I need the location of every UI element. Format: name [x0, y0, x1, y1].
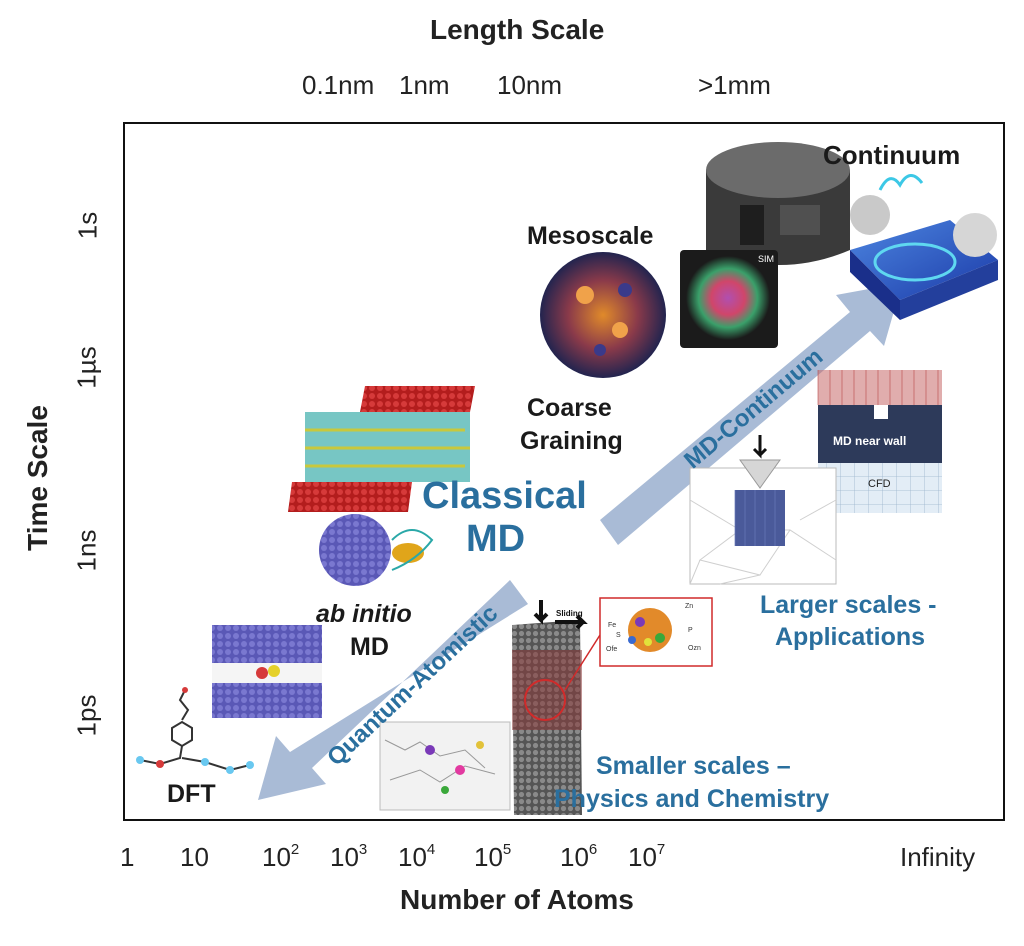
top-tick: 0.1nm — [302, 70, 375, 100]
ofe-label: Ofe — [606, 646, 617, 653]
dft-molecule-image — [139, 689, 251, 772]
dft-atoms — [136, 687, 254, 774]
s-label: S — [616, 632, 621, 639]
coarse-graining-label-2: Graining — [520, 427, 623, 455]
dft-label: DFT — [167, 780, 216, 808]
top-tick: >1mm — [698, 70, 771, 100]
continuum-label: Continuum — [823, 140, 961, 170]
mesh-indenter-image — [689, 435, 837, 585]
md-cfd-coupling-image — [817, 370, 942, 513]
bottom-tick: 103 — [330, 841, 368, 872]
protein-cluster-image — [319, 514, 434, 586]
bottom-tick: 104 — [398, 841, 436, 872]
zoom-molecule-image — [599, 597, 713, 667]
fe-label: Fe — [608, 622, 616, 629]
larger-scales-label-1: Larger scales - — [760, 591, 937, 619]
bottom-tick: 1 — [120, 842, 135, 872]
flow-simulation-image — [850, 174, 998, 320]
sim-tag: SIM — [758, 254, 774, 264]
classical-md-label-2: MD — [466, 518, 526, 560]
classical-md-label-1: Classical — [422, 475, 587, 517]
plot-frame — [123, 122, 1005, 821]
ab-initio-label-1: ab initio — [316, 600, 412, 628]
top-tick: 1nm — [399, 70, 450, 100]
sim-image — [680, 250, 778, 348]
larger-scales-label-2: Applications — [775, 623, 926, 651]
md-near-wall-label: MD near wall — [833, 434, 906, 448]
top-tick: 10nm — [497, 70, 563, 100]
bottom-tick: 106 — [560, 841, 598, 872]
ab-initio-label-2: MD — [350, 633, 389, 661]
cfd-label: CFD — [868, 478, 891, 490]
sliding-block-image — [512, 600, 601, 815]
zn-label: Zn — [685, 603, 693, 610]
smaller-scales-label-1: Smaller scales – — [596, 752, 791, 780]
molecular-network-image — [379, 721, 511, 811]
ozn-label: Ozn — [688, 645, 701, 652]
number-of-atoms-title: Number of Atoms — [400, 884, 634, 915]
md-continuum-arrow — [600, 283, 902, 545]
membrane-image — [288, 386, 475, 512]
bottom-tick: 10 — [180, 842, 209, 872]
bottom-tick: Infinity — [900, 842, 976, 872]
mesoscale-image — [540, 252, 666, 378]
bottom-tick: 102 — [262, 841, 300, 872]
length-scale-title: Length Scale — [430, 14, 605, 45]
bottom-tick: 105 — [474, 841, 512, 872]
coarse-graining-label-1: Coarse — [527, 394, 612, 422]
sliding-label: Sliding — [556, 609, 583, 618]
p-label: P — [688, 627, 693, 634]
piston-image — [706, 142, 850, 265]
smaller-scales-label-2: Physics and Chemistry — [554, 785, 830, 813]
quantum-atomistic-arrow — [258, 580, 528, 800]
bottom-tick: 107 — [628, 841, 666, 872]
mesoscale-label: Mesoscale — [527, 222, 654, 250]
ab-initio-slab-image — [212, 625, 322, 718]
